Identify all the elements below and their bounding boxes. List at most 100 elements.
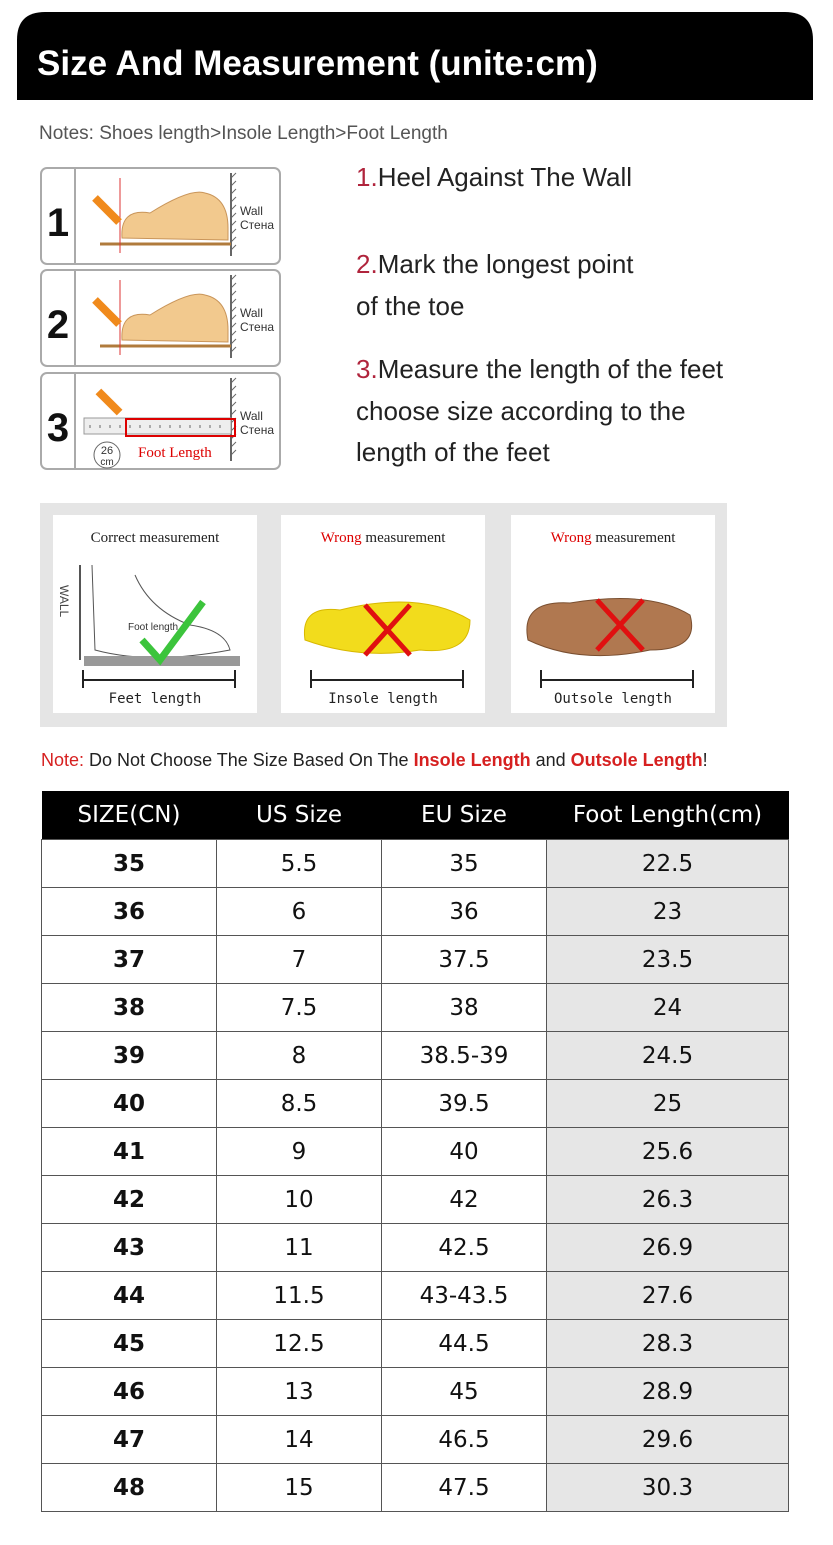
wall-label: Wall bbox=[240, 306, 263, 320]
size-row: 43 11 42.5 26.9 bbox=[41, 1223, 789, 1272]
size-cell: 22.5 bbox=[546, 839, 789, 888]
panel-title: Wrong measurement bbox=[551, 530, 677, 546]
wall-hatch bbox=[230, 180, 237, 187]
size-cell: 48 bbox=[41, 1463, 217, 1512]
size-cell: 13 bbox=[216, 1367, 382, 1416]
size-cell: 46.5 bbox=[381, 1415, 547, 1464]
size-cell: 28.3 bbox=[546, 1319, 789, 1368]
size-cell: 25 bbox=[546, 1079, 789, 1128]
wall-hatch bbox=[230, 314, 237, 321]
size-cell: 43 bbox=[41, 1223, 217, 1272]
foot-length-label: Foot Length bbox=[138, 445, 212, 461]
column-header: EU Size bbox=[381, 791, 547, 840]
size-cell: 41 bbox=[41, 1127, 217, 1176]
step-text: Mark the longest point bbox=[378, 249, 635, 279]
size-cell: 42.5 bbox=[381, 1223, 547, 1272]
verdict-label: measurement bbox=[365, 530, 446, 546]
size-cell: 23 bbox=[546, 887, 789, 936]
wall-hatch bbox=[230, 282, 237, 289]
wall-hatch bbox=[230, 204, 237, 211]
step-index: 2. bbox=[356, 249, 378, 279]
wall-hatch bbox=[230, 298, 237, 305]
size-cell: 36 bbox=[381, 887, 547, 936]
column-header: Foot Length(cm) bbox=[546, 791, 789, 840]
size-cell: 7 bbox=[216, 935, 382, 984]
size-cell: 10 bbox=[216, 1175, 382, 1224]
note-outsole: Outsole Length bbox=[571, 750, 703, 770]
size-cell: 8 bbox=[216, 1031, 382, 1080]
wall-hatch bbox=[230, 236, 237, 243]
step-line: 1.Heel Against The Wall bbox=[356, 162, 632, 192]
size-cell: 30.3 bbox=[546, 1463, 789, 1512]
size-cell: 38 bbox=[381, 983, 547, 1032]
wall-label-ru: Стена bbox=[240, 218, 274, 232]
column-header: US Size bbox=[216, 791, 382, 840]
ruler-unit: cm bbox=[100, 457, 113, 468]
size-cell: 45 bbox=[381, 1367, 547, 1416]
size-cell: 24 bbox=[546, 983, 789, 1032]
size-cell: 14 bbox=[216, 1415, 382, 1464]
size-cell: 7.5 bbox=[216, 983, 382, 1032]
size-cell: 40 bbox=[41, 1079, 217, 1128]
size-cell: 37 bbox=[41, 935, 217, 984]
size-row: 36 6 36 23 bbox=[41, 887, 789, 936]
size-cell: 12.5 bbox=[216, 1319, 382, 1368]
verdict: Wrong bbox=[321, 530, 363, 546]
note-end: ! bbox=[703, 750, 708, 770]
size-cell: 47 bbox=[41, 1415, 217, 1464]
size-row: 38 7.5 38 24 bbox=[41, 983, 789, 1032]
size-cell: 15 bbox=[216, 1463, 382, 1512]
note-text: Do Not Choose The Size Based On The bbox=[84, 750, 414, 770]
inner-label: Foot length bbox=[128, 622, 178, 633]
column-header: SIZE(CN) bbox=[41, 791, 217, 840]
size-cell: 47.5 bbox=[381, 1463, 547, 1512]
wall-hatch bbox=[230, 322, 237, 329]
step-text: Measure the length of the feet bbox=[378, 354, 724, 384]
wall-hatch bbox=[230, 346, 237, 353]
measure-bracket bbox=[310, 670, 464, 688]
note-prefix: Note: bbox=[41, 750, 84, 770]
size-row: 42 10 42 26.3 bbox=[41, 1175, 789, 1224]
size-row: 35 5.5 35 22.5 bbox=[41, 839, 789, 888]
size-cell: 43-43.5 bbox=[381, 1271, 547, 1320]
pencil bbox=[92, 297, 122, 327]
step-number: 3 bbox=[47, 406, 69, 450]
size-cell: 8.5 bbox=[216, 1079, 382, 1128]
measure-bracket bbox=[540, 670, 694, 688]
step-text: length of the feet bbox=[356, 437, 550, 467]
wall-hatch bbox=[230, 220, 237, 227]
size-cell: 35 bbox=[41, 839, 217, 888]
foot bbox=[121, 191, 229, 241]
wall-hatch bbox=[230, 385, 237, 392]
header-title: Size And Measurement (unite:cm) bbox=[37, 44, 598, 83]
size-cell: 11.5 bbox=[216, 1271, 382, 1320]
wall-hatch bbox=[230, 228, 237, 235]
wall-label: WALL bbox=[57, 585, 71, 618]
size-cell: 38.5-39 bbox=[381, 1031, 547, 1080]
note-insole: Insole Length bbox=[414, 750, 531, 770]
wall-hatch bbox=[230, 188, 237, 195]
step-line: of the toe bbox=[356, 291, 464, 321]
size-cell: 46 bbox=[41, 1367, 217, 1416]
verdict-label: measurement bbox=[595, 530, 676, 546]
size-cell: 38 bbox=[41, 983, 217, 1032]
size-cell: 42 bbox=[381, 1175, 547, 1224]
size-cell: 44.5 bbox=[381, 1319, 547, 1368]
check bbox=[139, 599, 206, 666]
note-and: and bbox=[531, 750, 571, 770]
notes: Notes: Shoes length>Insole Length>Foot L… bbox=[39, 123, 448, 144]
step-line: choose size according to the bbox=[356, 396, 686, 426]
measure-box bbox=[125, 418, 236, 437]
header-bar bbox=[17, 12, 813, 100]
step-text: Heel Against The Wall bbox=[378, 162, 632, 192]
verdict: Wrong bbox=[551, 530, 593, 546]
size-cell: 5.5 bbox=[216, 839, 382, 888]
foot bbox=[121, 293, 229, 343]
wall-label: Wall bbox=[240, 409, 263, 423]
size-row: 41 9 40 25.6 bbox=[41, 1127, 789, 1176]
measure-label: Insole length bbox=[328, 691, 438, 707]
size-cell: 40 bbox=[381, 1127, 547, 1176]
wall-hatch bbox=[230, 244, 237, 251]
size-cell: 45 bbox=[41, 1319, 217, 1368]
